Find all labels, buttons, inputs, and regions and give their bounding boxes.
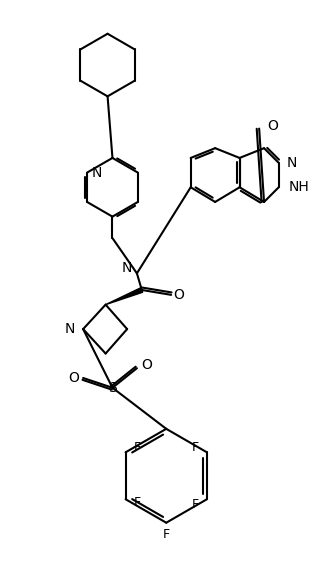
Text: F: F xyxy=(163,528,170,541)
Text: N: N xyxy=(286,156,297,170)
Text: O: O xyxy=(267,119,278,133)
Text: N: N xyxy=(65,322,75,336)
Text: F: F xyxy=(134,441,141,454)
Text: F: F xyxy=(192,497,199,511)
Polygon shape xyxy=(106,288,143,305)
Text: NH: NH xyxy=(289,180,309,194)
Text: N: N xyxy=(92,166,102,179)
Text: O: O xyxy=(173,288,184,302)
Text: N: N xyxy=(122,261,132,275)
Text: F: F xyxy=(192,441,199,454)
Text: F: F xyxy=(134,496,141,509)
Text: O: O xyxy=(68,371,79,385)
Text: S: S xyxy=(108,381,117,395)
Text: O: O xyxy=(141,358,152,372)
